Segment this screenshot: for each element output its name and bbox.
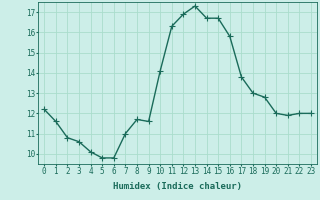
X-axis label: Humidex (Indice chaleur): Humidex (Indice chaleur) <box>113 182 242 191</box>
